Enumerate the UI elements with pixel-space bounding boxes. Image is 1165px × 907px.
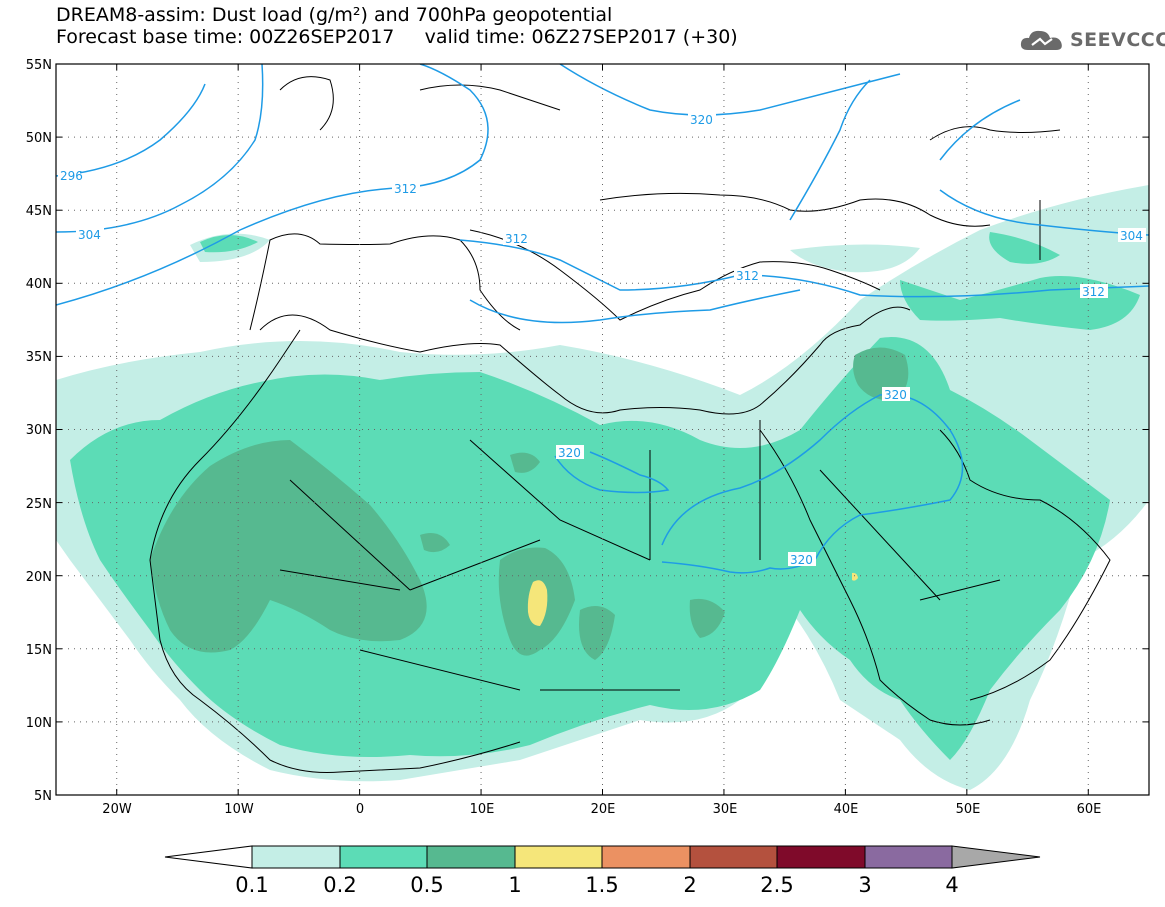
lat-labels: 55N 50N 45N 40N 35N 30N 25N 20N 15N 10N … [26, 58, 52, 804]
graticule [56, 64, 1149, 795]
legend-tick-label: 2.5 [760, 873, 793, 897]
legend-tick-label: 3 [858, 873, 871, 897]
contour-label: 312 [736, 269, 759, 283]
legend-lower-triangle [164, 845, 253, 869]
legend-swatch [776, 845, 866, 869]
colorbar-legend: 0.1 0.2 0.5 1 1.5 2 2.5 3 4 [164, 845, 1041, 897]
lat-label: 30N [26, 423, 52, 438]
lat-label: 55N [26, 58, 52, 73]
lon-label: 20W [102, 802, 132, 817]
contour-label: 312 [505, 232, 528, 246]
lon-label: 40E [834, 802, 859, 817]
logo-text: SEEVCCC [1070, 29, 1165, 51]
map-title: DREAM8-assim: Dust load (g/m²) and 700hP… [56, 4, 738, 48]
axis-ticks [56, 63, 1149, 796]
lat-label: 40N [26, 277, 52, 292]
lon-label: 20E [591, 802, 616, 817]
contour-label: 304 [1120, 229, 1143, 243]
legend-tick-label: 2 [683, 873, 696, 897]
legend-swatch [251, 845, 341, 869]
legend-tick-label: 1 [508, 873, 521, 897]
legend-tick-label: 0.5 [410, 873, 443, 897]
lon-label: 10W [224, 802, 254, 817]
legend-upper-triangle [951, 845, 1041, 869]
legend-swatch [426, 845, 516, 869]
title-line-1: DREAM8-assim: Dust load (g/m²) and 700hP… [56, 4, 613, 26]
lat-label: 5N [34, 789, 52, 804]
contour-label: 312 [1082, 285, 1105, 299]
lon-label: 0 [356, 802, 364, 817]
contour-label: 304 [78, 228, 101, 242]
lat-label: 15N [26, 643, 52, 658]
lon-label: 50E [956, 802, 981, 817]
lat-label: 20N [26, 570, 52, 585]
legend-swatch [514, 845, 603, 869]
lat-label: 10N [26, 716, 52, 731]
coastlines [149, 76, 1111, 773]
legend-swatch [689, 845, 778, 869]
contour-label: 320 [884, 388, 907, 402]
contour-label-group: 296 304 312 312 312 312 320 320 320 320 … [58, 112, 1146, 567]
title-line-2: Forecast base time: 00Z26SEP2017 valid t… [56, 26, 738, 48]
lat-label: 50N [26, 131, 52, 146]
dust-field [56, 185, 1149, 790]
legend-swatch [601, 845, 691, 869]
contour-label: 320 [790, 553, 813, 567]
contour-label: 320 [558, 446, 581, 460]
contour-label: 320 [690, 113, 713, 127]
seevccc-logo: SEEVCCC [1018, 26, 1165, 54]
legend-tick-label: 0.1 [235, 873, 268, 897]
lon-label: 60E [1077, 802, 1102, 817]
cloud-icon [1020, 30, 1062, 50]
contour-label: 296 [60, 169, 83, 183]
legend-swatch [864, 845, 953, 869]
lat-label: 35N [26, 350, 52, 365]
legend-tick-label: 4 [945, 873, 958, 897]
lon-label: 10E [470, 802, 495, 817]
contour-label: 312 [394, 182, 417, 196]
lat-label: 25N [26, 497, 52, 512]
legend-tick-label: 1.5 [585, 873, 618, 897]
lon-label: 30E [713, 802, 738, 817]
lon-labels: 20W 10W 0 10E 20E 30E 40E 50E 60E [102, 802, 1101, 817]
legend-tick-label: 0.2 [323, 873, 356, 897]
lat-label: 45N [26, 204, 52, 219]
legend-swatch [339, 845, 428, 869]
